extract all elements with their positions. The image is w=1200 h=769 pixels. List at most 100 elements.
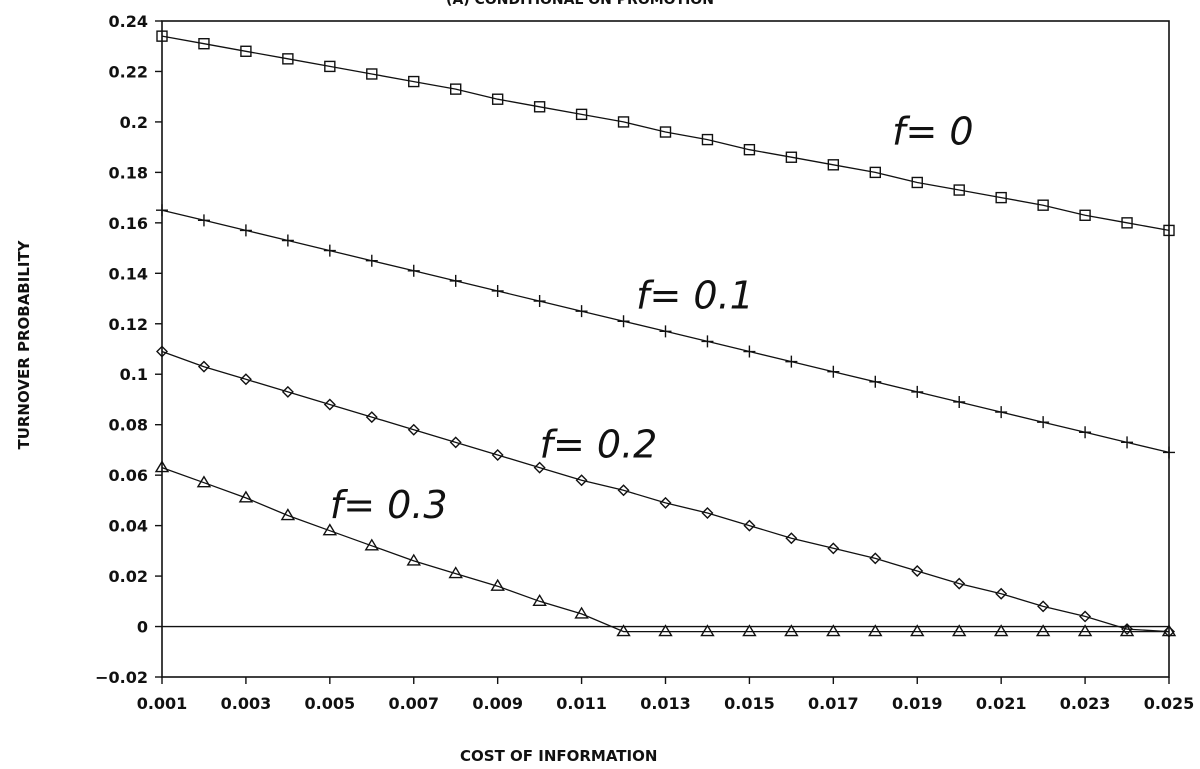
series-plus — [156, 204, 1175, 459]
diamond-marker — [281, 385, 294, 398]
plus-marker — [533, 295, 546, 308]
square-marker — [827, 159, 840, 171]
square-marker — [324, 60, 336, 73]
triangle-marker — [574, 606, 589, 619]
series-triangle — [154, 460, 1177, 637]
square-marker — [911, 176, 923, 189]
diamond-marker — [323, 398, 336, 411]
plus-marker — [1121, 436, 1134, 449]
triangle-marker — [658, 624, 673, 637]
y-axis-title: TURNOVER PROBABILITY — [15, 239, 33, 449]
diamond-marker — [743, 519, 756, 532]
diamond-marker — [197, 360, 210, 373]
plus-marker — [617, 315, 630, 328]
diamond-marker — [659, 496, 672, 509]
series-line — [161, 35, 1170, 232]
square-marker — [953, 184, 965, 196]
diamond-marker — [1121, 623, 1134, 636]
diamond-marker — [785, 532, 798, 545]
annotation-label: f= 0.2 — [540, 422, 658, 466]
diamond-marker — [701, 507, 714, 519]
y-tick-label: 0.16 — [109, 214, 148, 233]
triangle-marker — [868, 624, 883, 637]
x-tick-label: 0.021 — [976, 694, 1027, 713]
x-tick-label: 0.001 — [137, 694, 188, 713]
triangle-marker — [1119, 624, 1135, 637]
square-marker — [198, 38, 210, 50]
plus-marker — [449, 274, 462, 287]
plus-marker — [1037, 416, 1050, 429]
plus-marker — [323, 244, 336, 257]
triangle-marker — [993, 624, 1009, 637]
series-square — [156, 30, 1175, 237]
triangle-marker — [1035, 624, 1051, 637]
square-marker — [617, 116, 630, 128]
square-marker — [575, 108, 588, 121]
annotation-label: f= 0 — [892, 110, 973, 154]
chart-title: (A) CONDITIONAL ON PROMOTION — [446, 0, 714, 8]
diamond-marker — [491, 448, 504, 461]
x-tick-label: 0.009 — [472, 694, 523, 713]
plus-marker — [1079, 426, 1092, 439]
y-tick-label: 0 — [137, 618, 148, 637]
plus-marker — [281, 234, 294, 247]
triangle-marker — [784, 624, 799, 637]
plus-marker — [743, 345, 756, 358]
square-marker — [743, 143, 756, 156]
square-marker — [659, 126, 672, 138]
diamond-marker — [1079, 610, 1092, 623]
plus-marker — [785, 355, 798, 368]
triangle-marker — [616, 624, 631, 637]
y-tick-label: 0.08 — [109, 416, 148, 435]
annotations: f= 0 f= 0.1 f= 0.2 f= 0.3 — [330, 110, 974, 527]
diamond-marker — [953, 577, 966, 590]
square-marker — [408, 75, 420, 88]
y-tick-label: 0.12 — [109, 315, 148, 334]
triangle-marker — [826, 624, 841, 637]
x-tick-label: 0.013 — [640, 694, 691, 713]
diamond-marker — [407, 423, 420, 436]
plus-marker — [575, 305, 588, 318]
plus-marker — [869, 375, 882, 388]
square-marker — [533, 101, 546, 113]
x-tick-label: 0.011 — [556, 694, 607, 713]
triangle-marker — [910, 624, 925, 637]
x-tick-label: 0.019 — [892, 694, 943, 713]
square-marker — [1079, 209, 1091, 221]
y-tick-label: 0.24 — [109, 12, 148, 31]
y-axis: 0.24 0.22 0.2 0.18 0.16 0.14 0.12 0.1 0.08 0.06 0.… — [95, 12, 162, 687]
y-tick-label: 0.1 — [120, 365, 148, 384]
triangle-marker — [1161, 624, 1177, 637]
y-tick-label: 0.14 — [109, 264, 148, 283]
diamond-marker — [911, 565, 924, 578]
square-marker — [701, 133, 714, 146]
x-axis: 0.001 0.003 0.005 0.007 0.009 0.011 0.013 0.015… — [137, 677, 1194, 713]
diamond-marker — [575, 474, 588, 487]
x-tick-label: 0.023 — [1060, 694, 1111, 713]
plus-marker — [407, 264, 420, 277]
plot-frame — [161, 20, 1170, 678]
y-tick-label: 0.2 — [120, 113, 148, 132]
x-axis-title: COST OF INFORMATION — [460, 747, 657, 765]
square-marker — [995, 191, 1007, 204]
diamond-marker — [365, 411, 378, 424]
triangle-marker — [238, 490, 254, 503]
plus-marker — [365, 254, 378, 267]
diamond-marker — [827, 542, 840, 555]
plus-marker — [156, 204, 168, 217]
triangle-marker — [154, 460, 170, 473]
plus-marker — [659, 325, 672, 338]
triangle-marker — [742, 624, 757, 637]
square-marker — [156, 30, 168, 42]
x-tick-label: 0.005 — [305, 694, 356, 713]
triangle-marker — [490, 578, 505, 591]
y-tick-label: 0.22 — [109, 62, 148, 81]
x-tick-label: 0.003 — [221, 694, 272, 713]
triangle-marker — [448, 566, 463, 579]
plus-marker — [197, 214, 210, 227]
square-marker — [366, 68, 378, 80]
diamond-marker — [869, 552, 882, 565]
series-group — [154, 30, 1177, 638]
plus-marker — [239, 224, 252, 237]
